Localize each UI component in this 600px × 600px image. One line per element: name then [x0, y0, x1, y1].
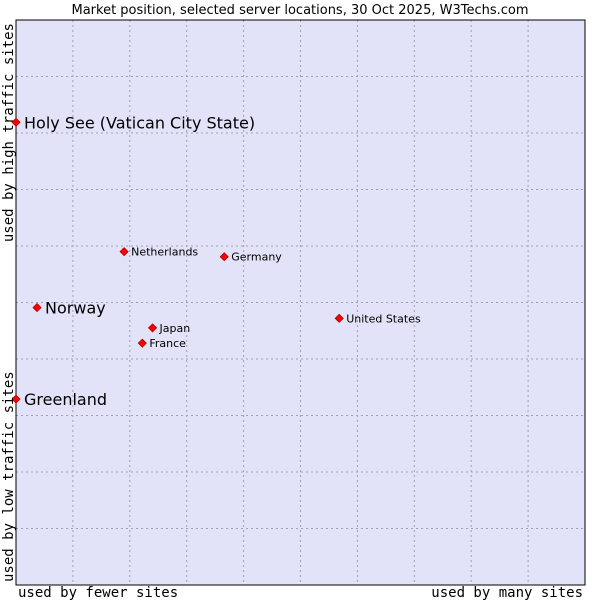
- point-marker: [32, 303, 42, 313]
- point-label: Norway: [45, 299, 106, 318]
- point-marker: [147, 323, 158, 333]
- point-germany: Germany: [219, 251, 282, 264]
- point-marker: [11, 394, 21, 404]
- grid-lines: [16, 20, 585, 585]
- point-marker: [219, 252, 229, 262]
- point-japan: Japan: [147, 322, 191, 335]
- point-label: Netherlands: [131, 246, 198, 259]
- point-greenland: Greenland: [11, 390, 107, 409]
- x-axis-label-right: used by many sites: [431, 585, 583, 600]
- plot-frame: [15, 19, 586, 586]
- point-label: Japan: [159, 322, 191, 335]
- point-netherlands: Netherlands: [119, 246, 198, 259]
- point-norway: Norway: [32, 299, 106, 318]
- y-axis-label-top: used by high traffic sites: [1, 23, 17, 242]
- point-label: Germany: [231, 251, 282, 264]
- point-marker: [137, 338, 147, 348]
- point-marker: [11, 117, 21, 127]
- point-label: Greenland: [24, 390, 107, 409]
- chart-title: Market position, selected server locatio…: [71, 3, 528, 18]
- point-holy-see-vatican-city-state: Holy See (Vatican City State): [11, 113, 255, 132]
- point-france: France: [137, 337, 186, 350]
- point-united-states: United States: [334, 312, 421, 325]
- point-marker: [119, 247, 129, 257]
- x-axis-label-left: used by fewer sites: [18, 585, 178, 600]
- y-axis-label-bottom: used by low traffic sites: [1, 371, 17, 582]
- point-marker: [334, 313, 344, 323]
- data-points: Holy See (Vatican City State) Netherlands…: [11, 113, 421, 409]
- point-label: France: [149, 337, 186, 350]
- point-label: Holy See (Vatican City State): [24, 113, 255, 132]
- point-label: United States: [346, 312, 421, 325]
